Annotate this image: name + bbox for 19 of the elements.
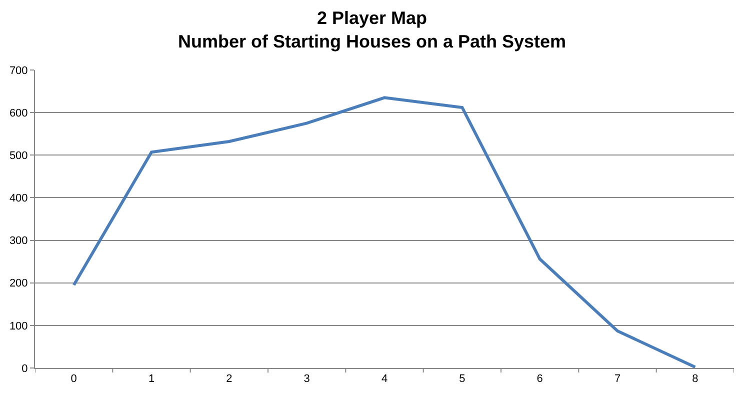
y-tick-label: 300 [9, 235, 28, 248]
x-tick-label: 7 [614, 373, 621, 386]
x-tick-label: 6 [536, 373, 543, 386]
x-tick-label: 4 [381, 373, 388, 386]
y-tick-label: 0 [22, 362, 28, 375]
y-tick-label: 100 [9, 320, 28, 332]
y-tick-label: 700 [9, 64, 28, 77]
y-tick-label: 600 [9, 107, 28, 120]
line-series [72, 96, 697, 368]
x-tick-label: 8 [692, 373, 698, 386]
x-tick-label: 3 [304, 373, 310, 386]
y-tick-label: 500 [9, 150, 28, 162]
x-tick-label: 5 [459, 373, 466, 386]
y-tick-label: 200 [9, 278, 28, 290]
chart-title: 2 Player Map Number of Starting Houses on a Path System [178, 8, 566, 52]
x-tick-label: 0 [70, 373, 77, 386]
x-tick-label: 1 [148, 373, 155, 386]
x-tick-label: 2 [226, 373, 232, 386]
y-tick-label: 400 [9, 192, 28, 205]
